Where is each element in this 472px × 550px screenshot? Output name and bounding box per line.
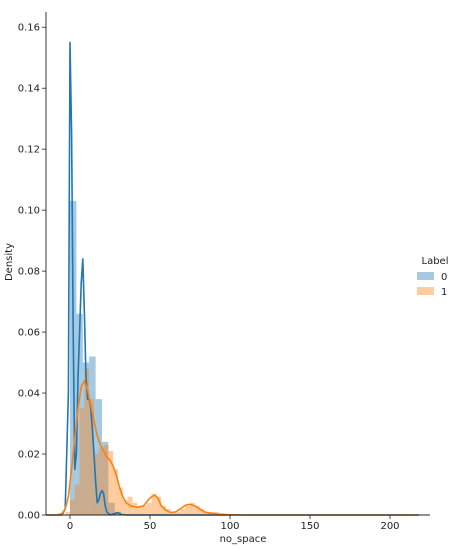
hist-bar-series-1-27 bbox=[194, 505, 200, 515]
hist-bar-series-1-16 bbox=[142, 505, 147, 515]
hist-bar-series-1-22 bbox=[170, 511, 176, 515]
y-tick-label: 0.14 bbox=[18, 84, 40, 95]
legend-swatch-1 bbox=[417, 287, 434, 295]
hist-bar-series-1-12 bbox=[122, 499, 128, 515]
hist-bar-series-1-0 bbox=[65, 511, 70, 515]
legend-label-1: 1 bbox=[441, 287, 447, 298]
x-tick-label: 200 bbox=[380, 521, 399, 532]
x-tick-label: 100 bbox=[220, 521, 239, 532]
hist-bar-series-1-9 bbox=[108, 450, 114, 515]
hist-bar-series-1-11 bbox=[118, 487, 123, 515]
hist-bar-series-0-2 bbox=[82, 362, 90, 515]
hist-bar-series-1-19 bbox=[156, 496, 162, 515]
x-tick-label: 150 bbox=[300, 521, 319, 532]
y-axis-label: Density bbox=[4, 243, 15, 281]
y-tick-label: 0.04 bbox=[18, 389, 40, 400]
kde-line-series-1 bbox=[46, 380, 419, 516]
x-tick-label: 0 bbox=[67, 521, 73, 532]
hist-bar-series-0-5 bbox=[102, 441, 109, 515]
y-tick-label: 0.02 bbox=[18, 450, 40, 461]
legend-title: Label bbox=[422, 256, 449, 267]
hist-bar-series-1-15 bbox=[137, 505, 142, 515]
y-tick-label: 0.08 bbox=[18, 267, 40, 278]
hist-bar-series-1-10 bbox=[113, 469, 118, 515]
hist-bar-series-1-17 bbox=[146, 502, 152, 515]
hist-bar-series-1-1 bbox=[70, 499, 75, 515]
hist-bar-series-1-26 bbox=[190, 502, 195, 515]
hist-bar-series-1-18 bbox=[151, 493, 157, 515]
hist-bar-series-1-28 bbox=[199, 508, 205, 515]
y-tick-label: 0.12 bbox=[18, 145, 40, 156]
x-tick-label: 50 bbox=[144, 521, 157, 532]
y-tick-label: 0.10 bbox=[18, 206, 40, 217]
hist-bar-series-1-3 bbox=[79, 408, 85, 515]
legend: Label 0 1 bbox=[417, 256, 448, 298]
hist-bar-series-1-23 bbox=[175, 511, 181, 515]
hist-bar-series-0-1 bbox=[76, 313, 83, 515]
hist-bar-series-1-8 bbox=[103, 444, 109, 515]
x-axis-label: no_space bbox=[220, 534, 267, 545]
hist-bar-series-1-24 bbox=[180, 508, 186, 515]
hist-bar-series-0-4 bbox=[95, 399, 102, 515]
histogram-layer bbox=[65, 201, 229, 516]
kde-layer bbox=[46, 41, 419, 516]
y-tick-label: 0.00 bbox=[18, 511, 40, 522]
axes bbox=[45, 12, 430, 516]
hist-bar-series-1-20 bbox=[161, 505, 166, 515]
y-tick-label: 0.16 bbox=[18, 23, 40, 34]
x-ticks: 0 50 100 150 200 bbox=[67, 515, 400, 532]
hist-bar-series-1-2 bbox=[74, 484, 80, 515]
hist-bar-series-0-6 bbox=[108, 502, 115, 515]
hist-bar-series-1-25 bbox=[185, 505, 190, 515]
hist-bar-series-1-4 bbox=[84, 368, 90, 515]
hist-bar-series-1-14 bbox=[132, 502, 138, 515]
y-ticks: 0.00 0.02 0.04 0.06 0.08 0.10 0.12 0.14 0.16 bbox=[18, 23, 46, 522]
y-tick-label: 0.06 bbox=[18, 328, 40, 339]
legend-label-0: 0 bbox=[441, 272, 447, 283]
hist-bar-series-1-5 bbox=[89, 399, 94, 515]
legend-swatch-0 bbox=[417, 272, 434, 280]
hist-bar-series-1-29 bbox=[204, 511, 210, 515]
hist-bar-series-1-7 bbox=[98, 447, 104, 515]
